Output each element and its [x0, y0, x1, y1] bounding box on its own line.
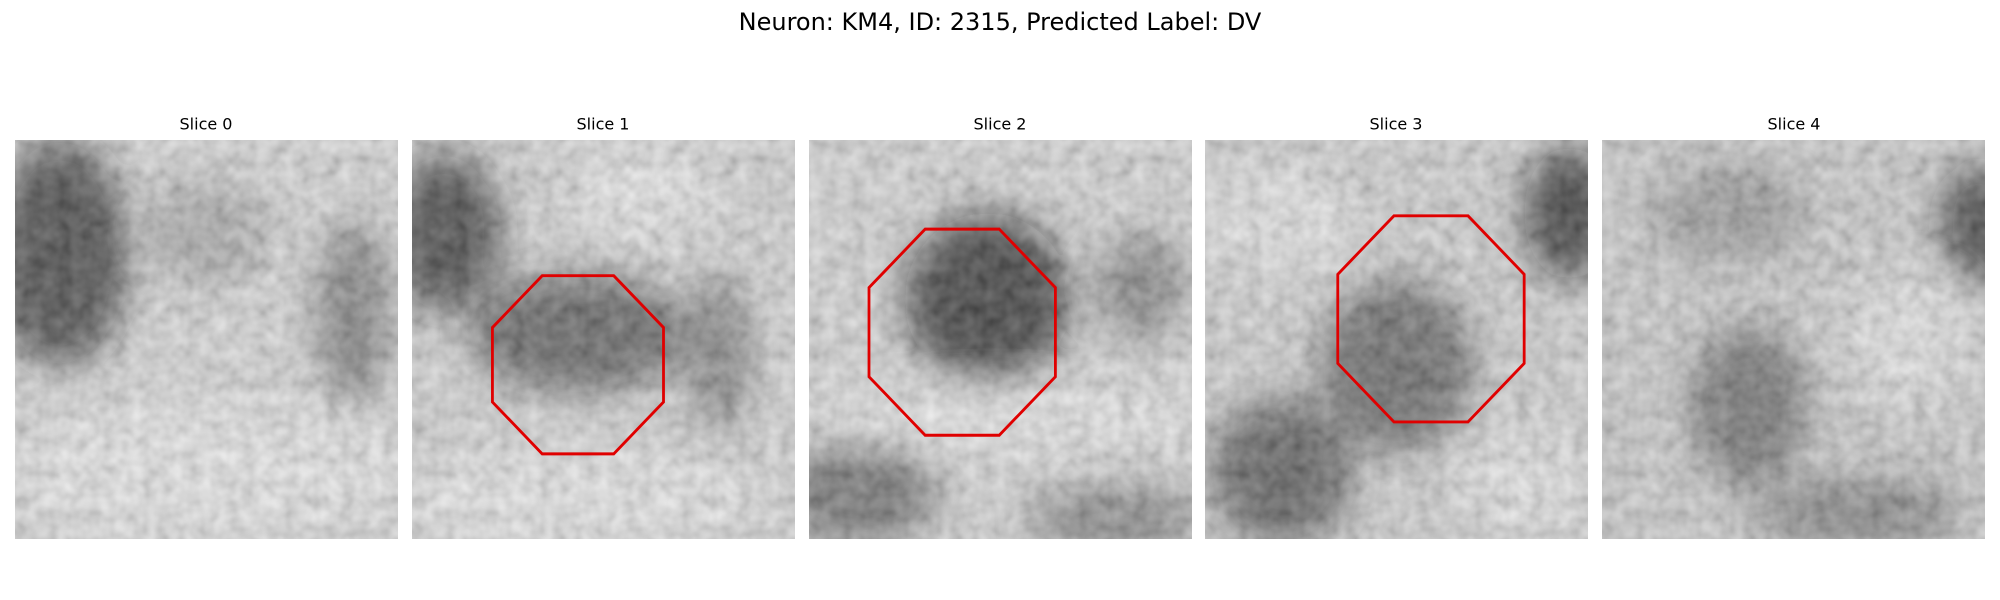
figure-title: Neuron: KM4, ID: 2315, Predicted Label: …: [739, 8, 1262, 36]
panel-title: Slice 1: [577, 115, 630, 134]
image-panel: [412, 140, 795, 539]
image-panel: [1602, 140, 1985, 539]
image-panel: [1205, 140, 1588, 539]
roi-outline: [867, 227, 1057, 437]
panel-title: Slice 0: [180, 115, 233, 134]
roi-outline: [491, 274, 665, 456]
panel-title: Slice 2: [974, 115, 1027, 134]
roi-outline: [1336, 214, 1526, 424]
panel-title: Slice 3: [1370, 115, 1423, 134]
image-panel: [809, 140, 1192, 539]
panel-title: Slice 4: [1768, 115, 1821, 134]
image-panel: [15, 140, 398, 539]
